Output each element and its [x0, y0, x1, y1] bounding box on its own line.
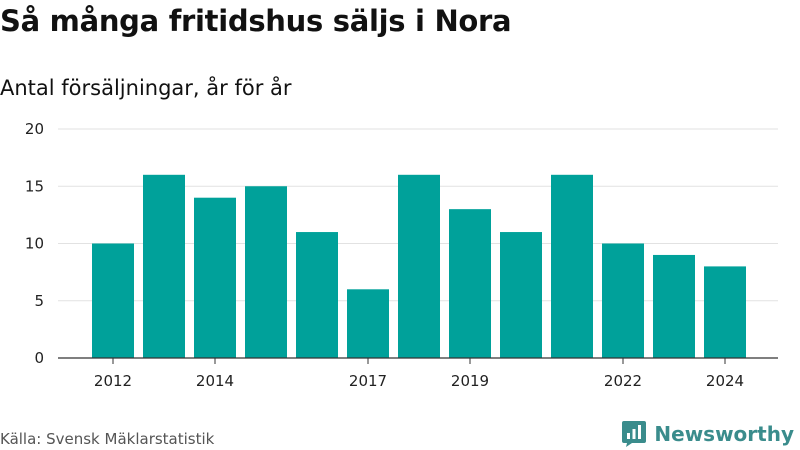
bar [245, 186, 287, 358]
x-tick-label: 2022 [604, 372, 642, 390]
x-tick-label: 2017 [349, 372, 387, 390]
source-note: Källa: Svensk Mäklarstatistik [0, 430, 215, 448]
x-tick-label: 2012 [94, 372, 132, 390]
x-tick-label: 2019 [451, 372, 489, 390]
bar [194, 197, 236, 358]
y-tick-label: 15 [25, 177, 44, 195]
bar [296, 232, 338, 358]
bar [704, 266, 746, 358]
newsworthy-logo-icon [622, 421, 647, 447]
bar [347, 289, 389, 358]
brand-logo: Newsworthy [621, 420, 794, 448]
chart-subtitle: Antal försäljningar, år för år [0, 76, 292, 100]
bar [653, 254, 695, 358]
bar [449, 209, 491, 358]
bar-chart: 0 5 10 15 20 2012 2014 2017 2019 2022 2024 [25, 120, 778, 390]
bar [143, 174, 185, 358]
y-tick-label: 5 [34, 292, 44, 310]
bar [398, 174, 440, 358]
x-tick-label: 2014 [196, 372, 234, 390]
bar [92, 243, 134, 358]
bar [551, 174, 593, 358]
y-tick-label: 20 [25, 120, 44, 138]
bar [602, 243, 644, 358]
y-tick-label: 0 [34, 349, 44, 367]
y-tick-label: 10 [25, 235, 44, 253]
bar [500, 232, 542, 358]
chart-title: Så många fritidshus säljs i Nora [0, 4, 512, 38]
brand-name: Newsworthy [654, 422, 794, 446]
x-tick-label: 2024 [706, 372, 744, 390]
